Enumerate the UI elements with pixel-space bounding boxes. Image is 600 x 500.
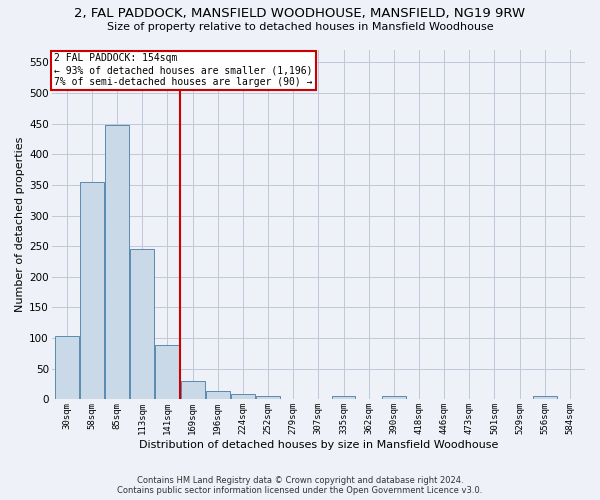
Bar xyxy=(231,394,255,400)
Bar xyxy=(332,396,355,400)
Bar xyxy=(382,396,406,400)
X-axis label: Distribution of detached houses by size in Mansfield Woodhouse: Distribution of detached houses by size … xyxy=(139,440,498,450)
Text: Size of property relative to detached houses in Mansfield Woodhouse: Size of property relative to detached ho… xyxy=(107,22,493,32)
Bar xyxy=(533,396,557,400)
Bar xyxy=(55,336,79,400)
Bar xyxy=(181,381,205,400)
Bar xyxy=(256,396,280,400)
Bar xyxy=(130,248,154,400)
Bar xyxy=(105,125,129,400)
Text: 2, FAL PADDOCK, MANSFIELD WOODHOUSE, MANSFIELD, NG19 9RW: 2, FAL PADDOCK, MANSFIELD WOODHOUSE, MAN… xyxy=(74,8,526,20)
Bar xyxy=(80,182,104,400)
Y-axis label: Number of detached properties: Number of detached properties xyxy=(15,137,25,312)
Text: 2 FAL PADDOCK: 154sqm
← 93% of detached houses are smaller (1,196)
7% of semi-de: 2 FAL PADDOCK: 154sqm ← 93% of detached … xyxy=(55,54,313,86)
Bar xyxy=(155,346,179,400)
Bar xyxy=(206,391,230,400)
Text: Contains HM Land Registry data © Crown copyright and database right 2024.
Contai: Contains HM Land Registry data © Crown c… xyxy=(118,476,482,495)
